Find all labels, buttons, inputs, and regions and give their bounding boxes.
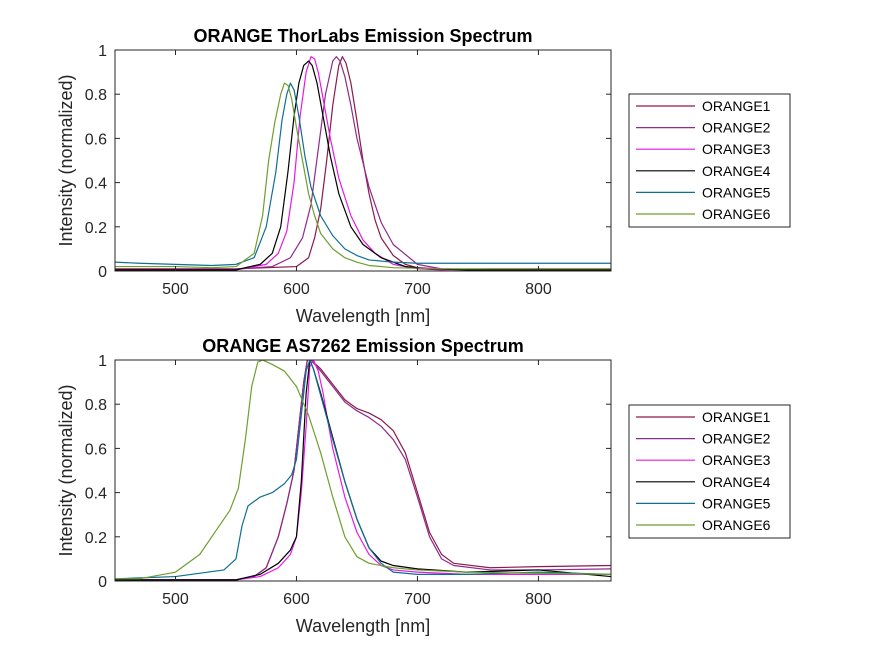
legend-label: ORANGE1 bbox=[702, 98, 771, 114]
y-tick-label: 0.4 bbox=[85, 176, 107, 193]
plot-area bbox=[114, 359, 612, 582]
series-line-orange6 bbox=[115, 82, 611, 270]
chart-title: ORANGE ThorLabs Emission Spectrum bbox=[193, 26, 532, 46]
series-group bbox=[115, 360, 611, 581]
x-tick-label: 800 bbox=[525, 591, 552, 608]
legend-label: ORANGE6 bbox=[702, 206, 771, 222]
y-tick-label: 0.2 bbox=[85, 220, 107, 237]
legend-box bbox=[628, 93, 791, 228]
legend-label: ORANGE1 bbox=[702, 409, 771, 425]
y-tick-label: 0.6 bbox=[85, 131, 107, 148]
y-tick-label: 1 bbox=[98, 43, 107, 60]
series-line-orange2 bbox=[115, 56, 611, 271]
legend-box bbox=[628, 404, 791, 539]
legend: ORANGE1 ORANGE2 ORANGE3 ORANGE4 ORANGE5 ORANG… bbox=[628, 404, 791, 539]
x-tick-label: 600 bbox=[283, 281, 310, 298]
legend-label: ORANGE6 bbox=[702, 517, 771, 533]
x-tick-label: 700 bbox=[404, 591, 431, 608]
x-tick-label: 500 bbox=[162, 281, 189, 298]
x-tick-label: 800 bbox=[525, 281, 552, 298]
series-group bbox=[115, 56, 611, 271]
chart-1: 500 600 700 800 0 0.2 0.4 0.6 0.8 1 ORANGE ThorLab… bbox=[56, 26, 791, 326]
x-tick-label: 500 bbox=[162, 591, 189, 608]
series-line-orange6 bbox=[115, 360, 611, 580]
y-tick-label: 0.4 bbox=[85, 486, 107, 503]
axes-box bbox=[114, 49, 612, 272]
chart-title: ORANGE AS7262 Emission Spectrum bbox=[202, 336, 523, 356]
legend: ORANGE1 ORANGE2 ORANGE3 ORANGE4 ORANGE5 ORANG… bbox=[628, 93, 791, 228]
legend-label: ORANGE5 bbox=[702, 184, 771, 200]
y-tick-label: 1 bbox=[98, 353, 107, 370]
y-tick-label: 0.8 bbox=[85, 87, 107, 104]
axes-box bbox=[114, 359, 612, 582]
series-line-orange3 bbox=[115, 360, 611, 581]
y-tick-label: 0.8 bbox=[85, 397, 107, 414]
y-tick-label: 0.6 bbox=[85, 441, 107, 458]
y-axis-label: Intensity (normalized) bbox=[56, 384, 76, 556]
series-line-orange1 bbox=[115, 56, 611, 271]
x-tick-label: 700 bbox=[404, 281, 431, 298]
legend-label: ORANGE2 bbox=[702, 431, 771, 447]
y-tick-label: 0 bbox=[98, 264, 107, 281]
series-line-orange5 bbox=[115, 82, 611, 267]
series-line-orange5 bbox=[115, 360, 611, 580]
legend-label: ORANGE4 bbox=[702, 163, 771, 179]
legend-label: ORANGE4 bbox=[702, 474, 771, 490]
y-axis-label: Intensity (normalized) bbox=[56, 74, 76, 246]
legend-label: ORANGE3 bbox=[702, 452, 771, 468]
x-axis-label: Wavelength [nm] bbox=[296, 616, 430, 636]
legend-label: ORANGE2 bbox=[702, 120, 771, 136]
x-tick-label: 600 bbox=[283, 591, 310, 608]
x-axis-label: Wavelength [nm] bbox=[296, 306, 430, 326]
chart-2: 500 600 700 800 0 0.2 0.4 0.6 0.8 1 ORANGE AS7262 … bbox=[56, 336, 791, 636]
legend-label: ORANGE5 bbox=[702, 495, 771, 511]
legend-label: ORANGE3 bbox=[702, 141, 771, 157]
y-tick-label: 0 bbox=[98, 574, 107, 591]
series-line-orange2 bbox=[115, 360, 611, 581]
y-tick-label: 0.2 bbox=[85, 530, 107, 547]
